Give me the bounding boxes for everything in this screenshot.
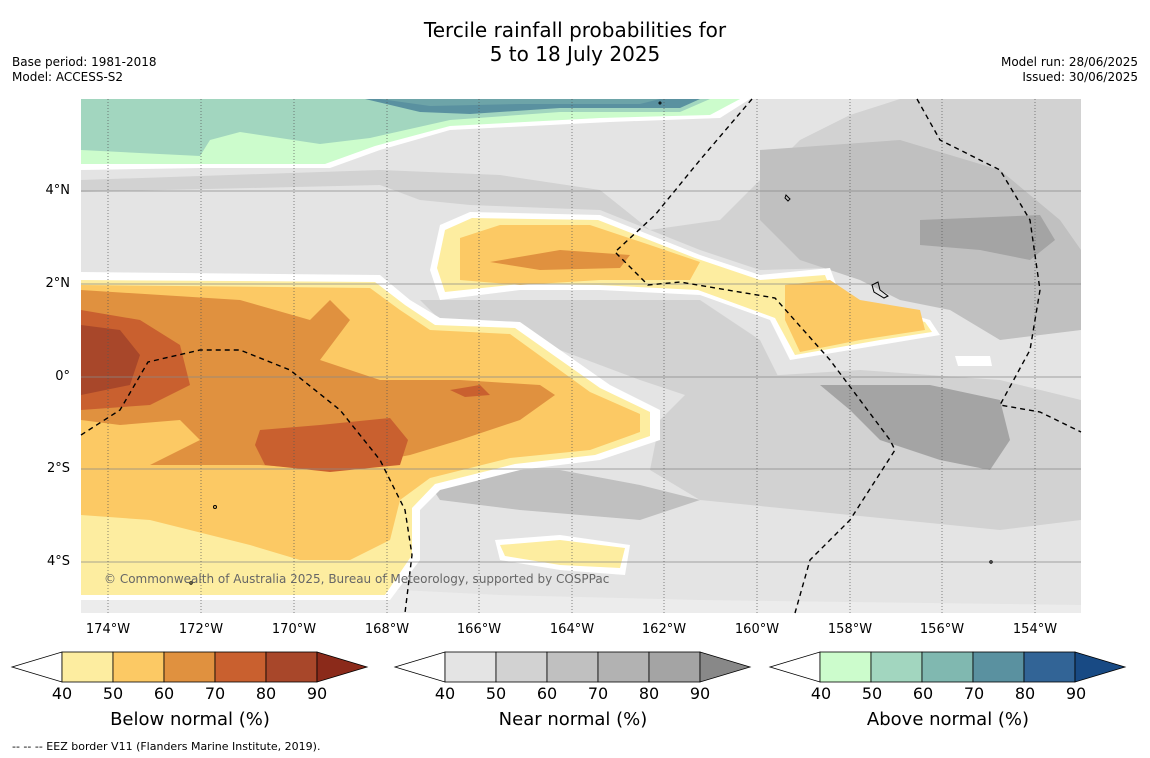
meta-right: Model run: 28/06/2025 Issued: 30/06/2025 — [1001, 55, 1138, 85]
colorbar-segment — [61, 651, 114, 683]
below-small-40 — [500, 540, 625, 568]
cbar-tick: 80 — [1014, 684, 1036, 703]
colorbar-segment — [265, 651, 318, 683]
eez-footer-note: -- -- -- EEZ border V11 (Flanders Marine… — [12, 740, 321, 753]
copyright-text: © Commonwealth of Australia 2025, Bureau… — [104, 572, 610, 586]
lon-label-158w: 158°W — [827, 622, 873, 637]
colorbar-segment — [921, 651, 974, 683]
colorbar-extend-high — [1074, 651, 1127, 683]
near-normal-60-south-central — [420, 470, 700, 520]
cbar-tick: 90 — [689, 684, 711, 703]
colorbar-near-label: Near normal (%) — [498, 709, 648, 730]
below-normal-70-small — [450, 385, 490, 397]
cbar-tick: 80 — [255, 684, 277, 703]
colorbar-segment — [648, 651, 701, 683]
cbar-tick: 60 — [536, 684, 558, 703]
cbar-tick: 90 — [1065, 684, 1087, 703]
colorbar-segment — [163, 651, 216, 683]
cbar-tick: 40 — [434, 684, 456, 703]
above-normal-60 — [380, 99, 660, 106]
eez-borders — [80, 98, 1082, 614]
colorbar-extend-low — [393, 651, 446, 683]
lon-label-160w: 160°W — [734, 622, 780, 637]
title-line-1: Tercile rainfall probabilities for — [423, 18, 727, 42]
below-north-60 — [490, 250, 630, 270]
below-normal-70-south — [255, 418, 408, 472]
lon-label-166w: 166°W — [456, 622, 502, 637]
below-east-50 — [785, 280, 925, 352]
colorbar-segment — [546, 651, 599, 683]
colorbar-below-normal — [10, 651, 369, 683]
cbar-tick: 80 — [638, 684, 660, 703]
near-normal-80-south — [820, 385, 1010, 470]
model-name: Model: ACCESS-S2 — [12, 70, 124, 84]
meta-left: Base period: 1981-2018 Model: ACCESS-S2 — [12, 55, 157, 85]
colorbar-segment — [597, 651, 650, 683]
cbar-tick: 40 — [51, 684, 73, 703]
lat-label-4s: 4°S — [46, 554, 70, 569]
above-normal-50 — [81, 99, 710, 156]
cbar-tick: 70 — [963, 684, 985, 703]
colorbar-extend-low — [768, 651, 821, 683]
colorbar-extend-high — [316, 651, 369, 683]
title-line-2: 5 to 18 July 2025 — [489, 42, 661, 66]
cbar-tick: 70 — [587, 684, 609, 703]
cbar-tick: 70 — [204, 684, 226, 703]
issued-date: Issued: 30/06/2025 — [1022, 70, 1138, 84]
colorbar-near-normal — [393, 651, 752, 683]
cbar-tick: 50 — [102, 684, 124, 703]
lat-label-0: 0° — [55, 369, 70, 384]
lon-label-174w: 174°W — [85, 622, 131, 637]
cbar-tick: 90 — [306, 684, 328, 703]
cbar-tick: 60 — [912, 684, 934, 703]
lat-label-4n: 4°N — [45, 183, 71, 198]
lat-label-2s: 2°S — [46, 461, 70, 476]
near-normal-80-patch — [920, 215, 1055, 260]
colorbar-above-label: Above normal (%) — [866, 709, 1030, 730]
colorbar-below-label: Below normal (%) — [110, 709, 270, 730]
colorbar-segment — [819, 651, 872, 683]
base-period: Base period: 1981-2018 — [12, 55, 157, 69]
colorbar-above-normal — [768, 651, 1127, 683]
colorbar-segment — [214, 651, 267, 683]
lon-label-172w: 172°W — [178, 622, 224, 637]
lon-label-162w: 162°W — [641, 622, 687, 637]
colorbar-extend-low — [10, 651, 63, 683]
colorbar-segment — [495, 651, 548, 683]
cbar-tick: 50 — [861, 684, 883, 703]
model-run: Model run: 28/06/2025 — [1000, 55, 1138, 69]
colorbar-segment — [112, 651, 165, 683]
lat-gridlines — [81, 190, 1081, 563]
below-normal-80-west — [81, 325, 140, 395]
map-title: Tercile rainfall probabilities for 5 to … — [0, 18, 1150, 66]
cbar-tick: 40 — [810, 684, 832, 703]
colorbar-segment — [1023, 651, 1076, 683]
cbar-tick: 60 — [153, 684, 175, 703]
below-normal-60 — [81, 290, 555, 470]
colorbar-extend-high — [699, 651, 752, 683]
lon-label-168w: 168°W — [364, 622, 410, 637]
lon-label-170w: 170°W — [271, 622, 317, 637]
white-patch — [955, 356, 992, 366]
cbar-tick: 50 — [485, 684, 507, 703]
islands — [189, 101, 993, 585]
lat-label-2n: 2°N — [45, 276, 71, 291]
lon-label-156w: 156°W — [919, 622, 965, 637]
colorbar-segment — [972, 651, 1025, 683]
lon-label-154w: 154°W — [1012, 622, 1058, 637]
colorbar-segment — [870, 651, 923, 683]
colorbar-segment — [444, 651, 497, 683]
lon-label-164w: 164°W — [549, 622, 595, 637]
